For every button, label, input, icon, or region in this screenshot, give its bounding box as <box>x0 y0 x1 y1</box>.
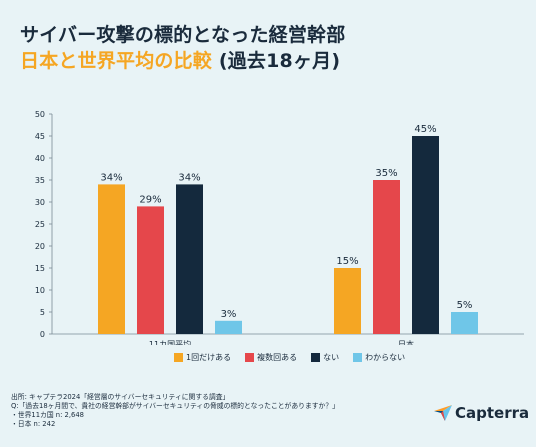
source-line-3: ・世界11カ国 n: 2,648 <box>11 411 85 419</box>
chart-title: サイバー攻撃の標的となった経営幹部 <box>20 24 346 46</box>
legend-item-none: ない <box>311 352 339 363</box>
data-label: 34% <box>178 172 200 183</box>
chart-subtitle: 日本と世界平均の比較 (過去18ヶ月) <box>20 46 340 73</box>
y-tick-label: 40 <box>35 154 45 163</box>
subtitle-period: (過去18ヶ月) <box>218 50 341 72</box>
y-tick-label: 5 <box>40 308 45 317</box>
source-line-2: Q:「過去18ヶ月間で、貴社の経営幹部がサイバーセキュリティの脅威の標的となった… <box>11 402 339 410</box>
legend: 1回だけある 複数回ある ない わからない <box>174 352 405 363</box>
x-category-label: 日本 <box>398 339 414 345</box>
x-category-label: 11カ国平均 <box>149 339 191 345</box>
legend-label-multiple: 複数回ある <box>257 353 298 362</box>
bar <box>176 184 203 334</box>
y-tick-label: 25 <box>35 220 45 229</box>
legend-label-none: ない <box>323 353 340 362</box>
bar <box>334 268 361 334</box>
legend-item-once: 1回だけある <box>174 352 231 363</box>
y-tick-label: 35 <box>35 176 45 185</box>
bar <box>373 180 400 334</box>
data-label: 34% <box>100 172 122 183</box>
y-tick-label: 45 <box>35 132 45 141</box>
legend-label-once: 1回だけある <box>186 353 232 362</box>
bar <box>412 136 439 334</box>
legend-item-multiple: 複数回ある <box>245 352 297 363</box>
source-note: 出所: キャプテラ2024「経営層のサイバーセキュリティに関する調査」 Q:「過… <box>11 393 339 429</box>
source-line-4: ・日本 n: 242 <box>11 420 56 428</box>
legend-label-unknown: わからない <box>365 353 406 362</box>
legend-swatch-unknown <box>353 353 363 362</box>
subtitle-main: 日本と世界平均の比較 <box>20 50 213 72</box>
y-tick-label: 20 <box>35 242 45 251</box>
data-label: 5% <box>457 300 473 311</box>
y-tick-label: 50 <box>35 110 45 119</box>
y-tick-label: 0 <box>40 330 45 339</box>
bar <box>451 312 478 334</box>
bar <box>137 206 164 334</box>
y-tick-label: 30 <box>35 198 45 207</box>
legend-swatch-none <box>311 353 321 362</box>
bar <box>98 184 125 334</box>
legend-item-unknown: わからない <box>353 352 405 363</box>
data-label: 15% <box>336 256 358 267</box>
bar <box>215 320 242 334</box>
capterra-arrow-icon <box>434 405 452 421</box>
bar-chart: 0 5 10 15 20 25 30 35 40 45 50 34% 29% 34% 3% 11カ国平均 15%… <box>35 110 524 345</box>
y-tick-label: 10 <box>35 286 45 295</box>
data-label: 3% <box>221 309 237 320</box>
legend-swatch-once <box>174 353 183 362</box>
capterra-wordmark: Capterra <box>455 404 530 422</box>
y-tick-label: 15 <box>35 264 45 273</box>
data-label: 29% <box>139 194 161 205</box>
legend-swatch-multiple <box>245 353 255 362</box>
data-label: 35% <box>375 168 397 179</box>
data-label: 45% <box>414 124 436 135</box>
source-line-1: 出所: キャプテラ2024「経営層のサイバーセキュリティに関する調査」 <box>11 393 230 401</box>
capterra-logo: Capterra <box>434 404 529 422</box>
